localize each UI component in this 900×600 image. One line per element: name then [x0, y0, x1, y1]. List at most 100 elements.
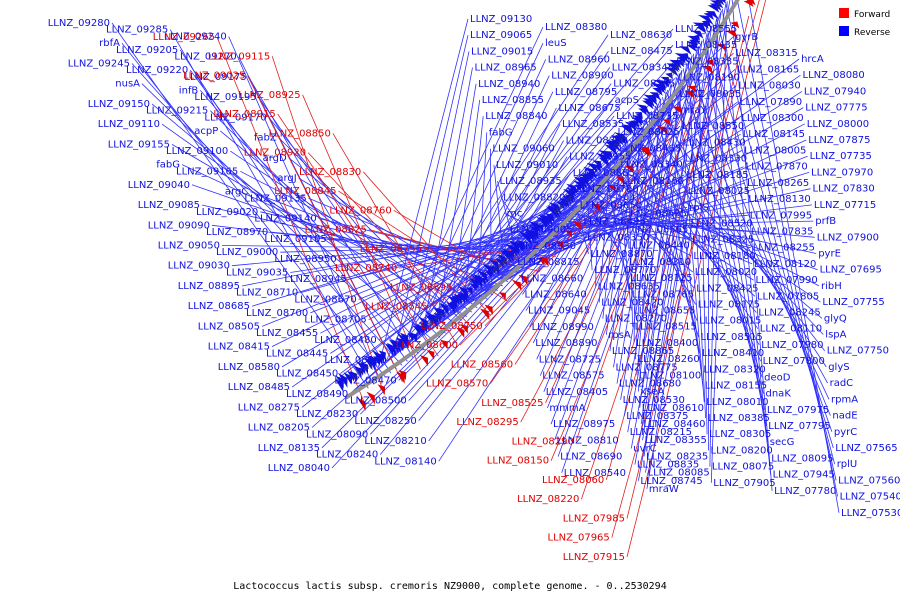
gene-label[interactable]: LLNZ_08820 — [503, 192, 565, 203]
gene-label[interactable]: LLNZ_09150 — [88, 99, 150, 110]
gene-label[interactable]: LLNZ_07715 — [814, 200, 876, 211]
gene-label[interactable]: LLNZ_09155 — [108, 139, 170, 150]
gene-label[interactable]: LLNZ_08340 — [620, 160, 682, 171]
gene-label[interactable]: LLNZ_08305 — [709, 429, 771, 440]
gene-label[interactable]: LLNZ_08255 — [753, 243, 815, 254]
gene-label[interactable]: gyrB — [735, 32, 758, 43]
gene-label[interactable]: LLNZ_08815 — [517, 257, 579, 268]
gene-label[interactable]: LLNZ_08670 — [294, 294, 356, 305]
gene-label[interactable]: LLNZ_07990 — [756, 275, 818, 286]
gene-label[interactable]: LLNZ_09000 — [216, 247, 278, 258]
gene-label[interactable]: LLNZ_07980 — [761, 340, 823, 351]
gene-label[interactable]: LLNZ_08210 — [364, 436, 426, 447]
gene-label[interactable]: LLNZ_09020 — [196, 207, 258, 218]
gene-label[interactable]: LLNZ_08660 — [521, 273, 583, 284]
gene-label[interactable]: glyS — [828, 362, 849, 373]
gene-label[interactable]: LLNZ_08320 — [703, 364, 765, 375]
gene-label[interactable]: LLNZ_08545 — [365, 302, 427, 313]
gene-label[interactable]: LLNZ_09110 — [98, 119, 160, 130]
gene-label[interactable]: LLNZ_08705 — [304, 315, 366, 326]
gene-label[interactable]: LLNZ_08080 — [803, 70, 865, 81]
gene-label[interactable]: LLNZ_08435 — [675, 40, 737, 51]
gene-label[interactable]: LLNZ_08185 — [686, 170, 748, 181]
gene-label[interactable]: LLNZ_08490 — [286, 389, 348, 400]
gene-label[interactable]: LLNZ_07560 — [838, 475, 900, 486]
gene-label[interactable]: LLNZ_08330 — [685, 154, 747, 165]
gene-label[interactable]: LLNZ_08425 — [696, 283, 758, 294]
gene-label[interactable]: mmmA — [549, 403, 585, 414]
gene-label[interactable]: LLNZ_07975 — [767, 405, 829, 416]
gene-label[interactable]: LLNZ_08000 — [807, 119, 869, 130]
gene-label[interactable]: rplS — [689, 202, 709, 213]
gene-label[interactable]: LLNZ_09035 — [226, 268, 288, 279]
gene-label[interactable]: LLNZ_07755 — [822, 297, 884, 308]
gene-label[interactable]: acpP — [194, 126, 218, 137]
gene-label[interactable]: LLNZ_09215 — [146, 106, 208, 117]
gene-label[interactable]: LLNZ_08950 — [274, 254, 336, 265]
gene-label[interactable]: LLNZ_08200 — [711, 445, 773, 456]
gene-label[interactable]: LLNZ_08795 — [555, 87, 617, 98]
gene-label[interactable]: LLNZ_08085 — [648, 468, 710, 479]
gene-label[interactable]: pyrE — [818, 249, 841, 260]
gene-label[interactable]: LLNZ_08990 — [532, 322, 594, 333]
gene-label[interactable]: LLNZ_08475 — [610, 46, 672, 57]
gene-label[interactable]: LLNZ_07965 — [548, 533, 610, 544]
gene-label[interactable]: LLNZ_08555 — [675, 24, 737, 35]
gene-label[interactable]: LLNZ_08445 — [266, 348, 328, 359]
gene-label[interactable]: LLNZ_08155 — [705, 381, 767, 392]
gene-label[interactable]: LLNZ_08565 — [626, 225, 688, 236]
gene-label[interactable]: LLNZ_09220 — [126, 65, 188, 76]
gene-label[interactable]: LLNZ_08030 — [738, 81, 800, 92]
gene-label[interactable]: LLNZ_09050 — [158, 241, 220, 252]
gene-label[interactable]: LLNZ_08735 — [616, 111, 678, 122]
gene-label[interactable]: LLNZ_09060 — [492, 144, 554, 155]
gene-label[interactable]: LLNZ_08250 — [354, 416, 416, 427]
gene-label[interactable]: LLNZ_08690 — [560, 452, 622, 463]
gene-label[interactable]: LLNZ_08825 — [305, 225, 367, 236]
gene-label[interactable]: LLNZ_08310 — [629, 257, 691, 268]
gene-label[interactable]: LLNZ_08145 — [743, 129, 805, 140]
gene-label[interactable]: LLNZ_08265 — [747, 178, 809, 189]
gene-label[interactable]: LLNZ_09015 — [471, 46, 533, 57]
gene-label[interactable]: LLNZ_09245 — [68, 59, 130, 70]
gene-label[interactable]: deoD — [764, 372, 791, 383]
gene-label[interactable]: LLNZ_07870 — [746, 162, 808, 173]
gene-label[interactable]: LLNZ_08335 — [676, 56, 738, 67]
gene-label[interactable]: LLNZ_08130 — [748, 194, 810, 205]
gene-label[interactable]: leuS — [545, 38, 567, 49]
gene-label[interactable]: LLNZ_07940 — [804, 86, 866, 97]
gene-label[interactable]: LLNZ_07890 — [740, 97, 802, 108]
gene-label[interactable]: LLNZ_08260 — [638, 354, 700, 365]
gene-label[interactable]: LLNZ_09280 — [48, 18, 110, 29]
gene-label[interactable]: mraY — [681, 105, 708, 116]
gene-label[interactable]: nadE — [832, 411, 857, 422]
gene-label[interactable]: LLNZ_07830 — [813, 184, 875, 195]
gene-label[interactable]: LLNZ_08090 — [306, 429, 368, 440]
gene-label[interactable]: LLNZ_08410 — [702, 348, 764, 359]
gene-label[interactable]: LLNZ_08755 — [360, 244, 422, 255]
gene-label[interactable]: LLNZ_08845 — [274, 186, 336, 197]
gene-label[interactable]: rpsA — [608, 330, 631, 341]
gene-label[interactable]: LLNZ_07875 — [808, 135, 870, 146]
gene-label[interactable]: LLNZ_08685 — [188, 301, 250, 312]
gene-label[interactable]: LLNZ_08855 — [482, 95, 544, 106]
gene-label[interactable]: glyQ — [824, 313, 847, 324]
gene-label[interactable]: LLNZ_08205 — [248, 423, 310, 434]
gene-label[interactable]: nusA — [115, 79, 140, 90]
gene-label[interactable]: LLNZ_07735 — [810, 151, 872, 162]
gene-label[interactable]: LLNZ_08540 — [564, 468, 626, 479]
gene-label[interactable]: LLNZ_07750 — [827, 346, 889, 357]
gene-label[interactable]: LLNZ_08675 — [558, 103, 620, 114]
gene-label[interactable]: rplU — [837, 459, 858, 470]
gene-label[interactable]: rpmA — [831, 394, 858, 405]
gene-label[interactable]: LLNZ_09025 — [183, 71, 245, 82]
gene-label[interactable]: LLNZ_08100 — [639, 370, 701, 381]
gene-label[interactable]: LLNZ_08220 — [517, 494, 579, 505]
gene-label[interactable]: LLNZ_08625 — [618, 127, 680, 138]
gene-label[interactable]: LLNZ_08515 — [701, 332, 763, 343]
gene-label[interactable]: LLNZ_08345 — [612, 62, 674, 73]
gene-label[interactable]: LLNZ_07775 — [805, 103, 867, 114]
gene-label[interactable]: LLNZ_08135 — [258, 443, 320, 454]
gene-label[interactable]: LLNZ_08075 — [712, 462, 774, 473]
gene-label[interactable]: LLNZ_08925 — [238, 90, 300, 101]
